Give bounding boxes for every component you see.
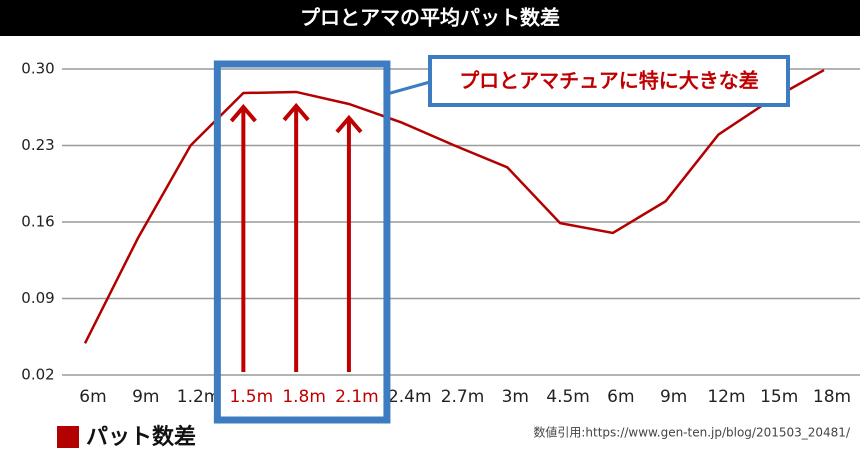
x-tick-label: 4.5m bbox=[546, 387, 590, 407]
data-line bbox=[83, 69, 825, 344]
x-tick-label: 12m bbox=[707, 387, 745, 407]
x-tick-label: 3m bbox=[502, 387, 529, 407]
x-tick-label: 15m bbox=[760, 387, 798, 407]
x-tick-label: 9m bbox=[132, 387, 159, 407]
x-tick-label: 1.8m bbox=[282, 387, 326, 407]
legend-label: パット数差 bbox=[86, 424, 196, 450]
x-tick-label: 1.5m bbox=[230, 387, 274, 407]
y-tick-label: 0.09 bbox=[21, 289, 54, 307]
x-tick-label: 2.1m bbox=[335, 387, 379, 407]
arrow-head bbox=[229, 103, 257, 123]
x-tick-label: 2.4m bbox=[388, 387, 432, 407]
annotation: プロとアマチュアに特に大きな差 bbox=[459, 69, 759, 93]
legend-swatch bbox=[57, 426, 79, 448]
chart-title: プロとアマの平均パット数差 bbox=[300, 6, 560, 30]
source: 数値引用:https://www.gen-ten.jp/blog/201503_… bbox=[533, 425, 851, 440]
x-tick-label: 6m bbox=[79, 387, 106, 407]
highlight-frame bbox=[213, 60, 391, 424]
arrow-head bbox=[335, 114, 363, 134]
x-tick-label: 2.7m bbox=[441, 387, 485, 407]
x-tick-label: 18m bbox=[813, 387, 851, 407]
arrow-head bbox=[282, 102, 310, 122]
y-tick-label: 0.23 bbox=[21, 136, 54, 154]
x-tick-label: 9m bbox=[660, 387, 687, 407]
connector bbox=[386, 80, 431, 96]
x-tick-label: 6m bbox=[607, 387, 634, 407]
x-tick-label: 1.2m bbox=[177, 387, 221, 407]
y-tick-label: 0.30 bbox=[21, 60, 54, 78]
y-tick-label: 0.16 bbox=[21, 213, 54, 231]
annotation-box bbox=[428, 55, 790, 107]
y-tick-label: 0.02 bbox=[21, 366, 54, 384]
title-bar bbox=[0, 0, 860, 36]
